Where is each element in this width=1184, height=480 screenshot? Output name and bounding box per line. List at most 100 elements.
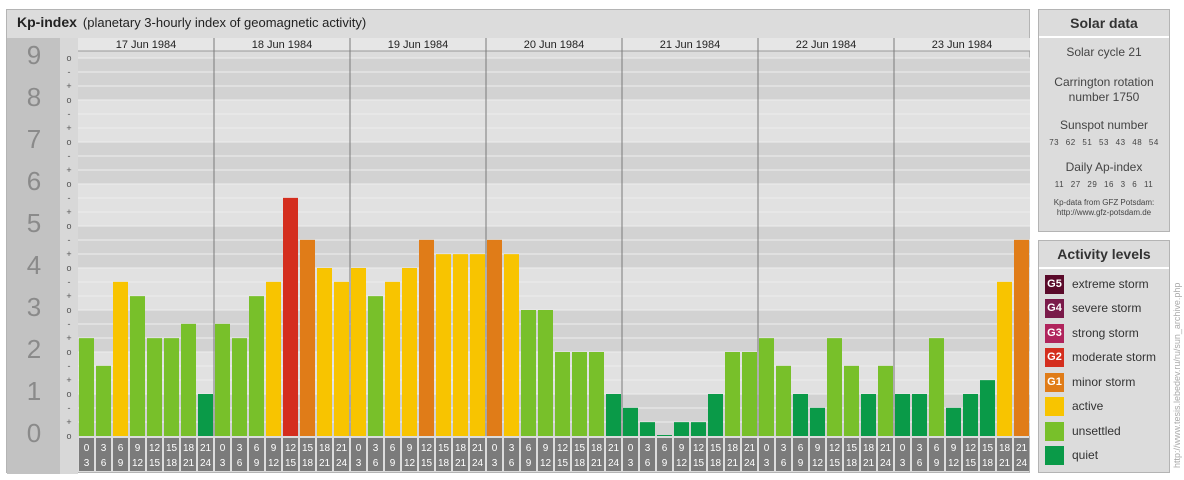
kp-bar bbox=[317, 268, 332, 436]
solar-data-box: Solar data Solar cycle 21 Carrington rot… bbox=[1038, 9, 1170, 232]
kp-bar bbox=[521, 310, 536, 436]
hour-label-box bbox=[555, 438, 570, 471]
minor-tick-mark: - bbox=[68, 151, 71, 161]
hour-label-start: 3 bbox=[101, 443, 107, 454]
hour-label-start: 6 bbox=[798, 443, 804, 454]
hour-label-end: 24 bbox=[880, 458, 892, 469]
hour-label-start: 9 bbox=[407, 443, 413, 454]
minor-tick-mark: o bbox=[66, 431, 71, 441]
hour-label-start: 15 bbox=[982, 443, 994, 454]
hour-label-start: 0 bbox=[356, 443, 362, 454]
hour-label-start: 18 bbox=[591, 443, 603, 454]
hour-label-box bbox=[657, 438, 672, 471]
hour-label-start: 6 bbox=[934, 443, 940, 454]
source-line2: http://www.gfz-potsdam.de bbox=[1056, 208, 1152, 217]
kp-band bbox=[78, 268, 1030, 310]
kp-bar bbox=[181, 323, 196, 436]
hour-label-box bbox=[980, 438, 995, 471]
hour-label-box bbox=[997, 438, 1012, 471]
kp-bar bbox=[657, 435, 672, 436]
hour-label-end: 21 bbox=[455, 458, 467, 469]
kp-bar bbox=[453, 254, 468, 436]
hour-label-end: 24 bbox=[744, 458, 756, 469]
hour-label-box bbox=[759, 438, 774, 471]
hour-label-end: 9 bbox=[662, 458, 668, 469]
y-tick-label: 5 bbox=[27, 208, 41, 238]
hour-label-end: 15 bbox=[965, 458, 977, 469]
hour-label-end: 21 bbox=[591, 458, 603, 469]
minor-tick-mark: + bbox=[66, 81, 71, 91]
source-line1: Kp-data from GFZ Potsdam: bbox=[1053, 198, 1155, 207]
kp-bar bbox=[470, 254, 485, 436]
hour-label-end: 6 bbox=[781, 458, 787, 469]
hour-label-box bbox=[436, 438, 451, 471]
legend-item-g5: G5 extreme storm bbox=[1045, 274, 1149, 294]
day-label: 19 Jun 1984 bbox=[388, 39, 449, 51]
kp-bar bbox=[198, 394, 213, 436]
kp-bar bbox=[776, 365, 791, 436]
minor-tick-mark: o bbox=[66, 137, 71, 147]
kp-bar bbox=[640, 422, 655, 436]
hour-label-end: 12 bbox=[132, 458, 144, 469]
hour-label-end: 18 bbox=[982, 458, 994, 469]
kp-bar bbox=[980, 380, 995, 436]
legend-item-g3: G3 strong storm bbox=[1045, 323, 1139, 343]
hour-label-end: 12 bbox=[812, 458, 824, 469]
minor-tick-mark: o bbox=[66, 221, 71, 231]
hour-label-end: 9 bbox=[526, 458, 532, 469]
hour-label-end: 9 bbox=[934, 458, 940, 469]
y-tick-label: 7 bbox=[27, 124, 41, 154]
y-tick-label: 0 bbox=[27, 418, 41, 448]
hour-label-start: 6 bbox=[526, 443, 532, 454]
kp-bar bbox=[436, 254, 451, 436]
hour-label-end: 21 bbox=[319, 458, 331, 469]
hour-label-start: 15 bbox=[574, 443, 586, 454]
legend-swatch: G4 bbox=[1045, 298, 1064, 318]
kp-bar bbox=[827, 338, 842, 436]
day-label: 21 Jun 1984 bbox=[660, 39, 721, 51]
day-label: 20 Jun 1984 bbox=[524, 39, 585, 51]
hour-label-end: 6 bbox=[373, 458, 379, 469]
kp-bar bbox=[402, 268, 417, 436]
y-tick-label: 8 bbox=[27, 82, 41, 112]
hour-label-box bbox=[470, 438, 485, 471]
kp-bar bbox=[266, 281, 281, 436]
minor-tick-mark: - bbox=[68, 361, 71, 371]
hour-label-end: 3 bbox=[628, 458, 634, 469]
legend-label: severe storm bbox=[1072, 301, 1142, 315]
kp-chart: 0123456789o+-o+-o+-o+-o+-o+-o+-o+-o+-o17… bbox=[7, 38, 1030, 474]
hour-label-start: 18 bbox=[999, 443, 1011, 454]
legend-swatch bbox=[1045, 396, 1064, 416]
hour-label-start: 3 bbox=[645, 443, 651, 454]
carrington-line2: number 1750 bbox=[1068, 90, 1140, 104]
y-tick-label: 9 bbox=[27, 40, 41, 70]
kp-bar bbox=[130, 296, 145, 436]
minor-tick-mark: o bbox=[66, 389, 71, 399]
watermark-url: http://www.tesis.lebedev.ru/ru/sun_archi… bbox=[1172, 282, 1182, 468]
minor-tick-mark: - bbox=[68, 235, 71, 245]
y-tick-label: 3 bbox=[27, 292, 41, 322]
minor-tick-mark: + bbox=[66, 291, 71, 301]
minor-tick-mark: - bbox=[68, 109, 71, 119]
kp-bar bbox=[351, 268, 366, 436]
hour-label-start: 6 bbox=[118, 443, 124, 454]
hour-label-box bbox=[708, 438, 723, 471]
hour-label-box bbox=[96, 438, 111, 471]
hour-label-box bbox=[419, 438, 434, 471]
hour-label-start: 21 bbox=[336, 443, 348, 454]
hour-label-start: 6 bbox=[390, 443, 396, 454]
y-tick-label: 4 bbox=[27, 250, 41, 280]
hour-label-box bbox=[691, 438, 706, 471]
hour-label-end: 24 bbox=[200, 458, 212, 469]
hour-label-end: 3 bbox=[220, 458, 226, 469]
subtitle-text: (planetary 3-hourly index of geomagnetic… bbox=[82, 15, 367, 30]
kp-bar bbox=[674, 422, 689, 436]
solar-cycle: Solar cycle 21 bbox=[1066, 45, 1142, 59]
hour-label-box bbox=[215, 438, 230, 471]
hour-label-box bbox=[793, 438, 808, 471]
hour-label-box bbox=[385, 438, 400, 471]
minor-tick-mark: + bbox=[66, 333, 71, 343]
hour-label-end: 18 bbox=[574, 458, 586, 469]
hour-label-start: 3 bbox=[781, 443, 787, 454]
kp-bar bbox=[249, 296, 264, 436]
